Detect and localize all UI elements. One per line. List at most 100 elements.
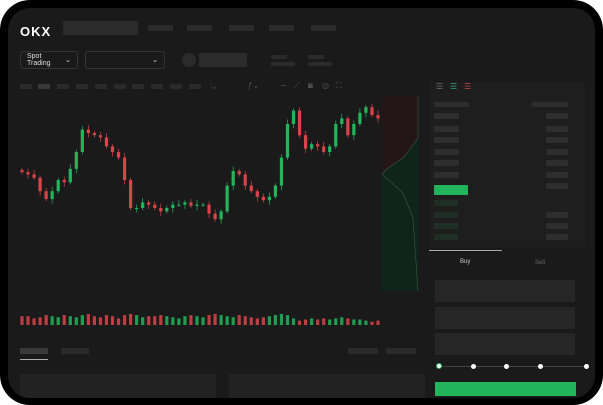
volume-bar	[92, 316, 97, 325]
orderbook-sell-icon[interactable]: ☰	[464, 82, 472, 91]
tab-sell[interactable]: Sell	[535, 260, 546, 266]
timeframe-option[interactable]	[38, 84, 50, 89]
candle	[291, 110, 296, 124]
depth-bids-area	[382, 96, 418, 291]
candle	[141, 202, 145, 208]
timeframe-option[interactable]	[20, 84, 32, 89]
slider-handle[interactable]	[436, 363, 442, 369]
slider-mark[interactable]	[584, 364, 589, 369]
pair-select[interactable]: ⌄	[85, 51, 165, 69]
volume-bar	[189, 315, 193, 325]
stat-value	[271, 62, 295, 66]
price-chart[interactable]	[8, 8, 595, 398]
timeframe-option[interactable]	[114, 84, 126, 89]
ask-price	[434, 113, 459, 119]
amount-input[interactable]	[435, 307, 575, 329]
candle	[86, 129, 90, 133]
volume-bar	[249, 317, 253, 325]
bid-price	[434, 223, 458, 229]
nav-item[interactable]	[269, 25, 294, 31]
candle	[201, 204, 205, 206]
timeframe-option[interactable]	[189, 84, 201, 89]
slider-mark[interactable]	[538, 364, 543, 369]
candle	[129, 180, 133, 208]
candle	[20, 169, 24, 173]
candle	[183, 202, 187, 205]
candle	[285, 124, 290, 158]
price-display	[199, 53, 247, 67]
volume-bar	[26, 316, 30, 325]
volume-bar	[261, 317, 265, 325]
settings-icon[interactable]: ◎	[322, 81, 329, 90]
volume-bar	[116, 318, 121, 325]
candle	[26, 172, 30, 175]
timeframe-option[interactable]	[132, 84, 144, 89]
tab-history[interactable]	[61, 348, 89, 354]
volume-bar	[219, 315, 223, 325]
ask-price	[434, 160, 459, 166]
volume-bar	[50, 316, 54, 325]
volume-bar	[147, 316, 151, 325]
slider-mark[interactable]	[471, 364, 476, 369]
volume-bar	[364, 320, 368, 325]
candle	[153, 204, 157, 208]
timeframe-option[interactable]	[76, 84, 88, 89]
timeframe-option[interactable]	[170, 84, 182, 89]
volume-bar	[62, 315, 66, 325]
nav-item[interactable]	[311, 25, 336, 31]
orderbook-both-icon[interactable]: ☰	[436, 82, 444, 91]
nav-item[interactable]	[148, 25, 173, 31]
ruler-icon[interactable]: ⟋	[294, 81, 300, 90]
candle	[207, 204, 211, 214]
nav-item[interactable]	[229, 25, 254, 31]
volume-bar	[177, 318, 181, 325]
candle	[328, 146, 332, 152]
fullscreen-icon[interactable]: ⛶	[336, 81, 342, 90]
market-select[interactable]: Spot Trading ⌄	[20, 51, 78, 69]
volume-bar	[171, 317, 175, 325]
total-input[interactable]	[435, 333, 575, 355]
volume-bar	[213, 314, 217, 325]
tab-buy[interactable]: Buy	[460, 259, 471, 265]
stat-label	[308, 55, 324, 59]
slider-mark[interactable]	[504, 364, 509, 369]
bid-price	[434, 234, 458, 240]
price-input[interactable]	[435, 280, 575, 302]
candle-type-icon[interactable]: ⫶⌄	[210, 81, 217, 90]
buy-button[interactable]	[435, 382, 576, 396]
candle	[346, 118, 350, 136]
volume-bar	[104, 315, 109, 325]
indicator-icon[interactable]: ƒ⌄	[248, 81, 260, 90]
bid-size	[546, 223, 568, 229]
orderbook-buy-icon[interactable]: ☰	[450, 82, 458, 91]
volume-bar	[322, 318, 326, 325]
candle	[279, 157, 284, 186]
volume-bar	[98, 317, 103, 325]
candle	[110, 146, 115, 152]
timeframe-option[interactable]	[57, 84, 69, 89]
tab-open-orders[interactable]	[20, 348, 48, 354]
app-screen: OKX Spot Trading ⌄ ⌄ ⫶⌄ ƒ⌄ ∼ ⟋ ◙ ◎ ⛶ ☰ ☰…	[8, 8, 595, 398]
timeframe-option[interactable]	[151, 84, 163, 89]
volume-bar	[86, 314, 90, 325]
timeframe-option[interactable]	[95, 84, 107, 89]
nav-item[interactable]	[187, 25, 212, 31]
volume-bar	[195, 316, 199, 325]
candle	[376, 115, 380, 119]
volume-bar	[267, 316, 271, 325]
camera-icon[interactable]: ◙	[308, 81, 313, 90]
okx-logo: OKX	[20, 24, 52, 39]
ask-size	[546, 160, 568, 166]
line-tool-icon[interactable]: ∼	[280, 81, 287, 90]
candle	[243, 174, 247, 186]
filter-button[interactable]	[348, 348, 378, 354]
tab-underline	[20, 359, 48, 360]
candle	[237, 171, 241, 175]
volume-bar	[255, 318, 259, 325]
volume-bar	[358, 319, 362, 325]
percent-slider[interactable]	[436, 363, 589, 369]
candle	[68, 168, 72, 183]
filter-button[interactable]	[386, 348, 416, 354]
bid-size	[546, 234, 568, 240]
search-bar[interactable]	[63, 21, 138, 35]
